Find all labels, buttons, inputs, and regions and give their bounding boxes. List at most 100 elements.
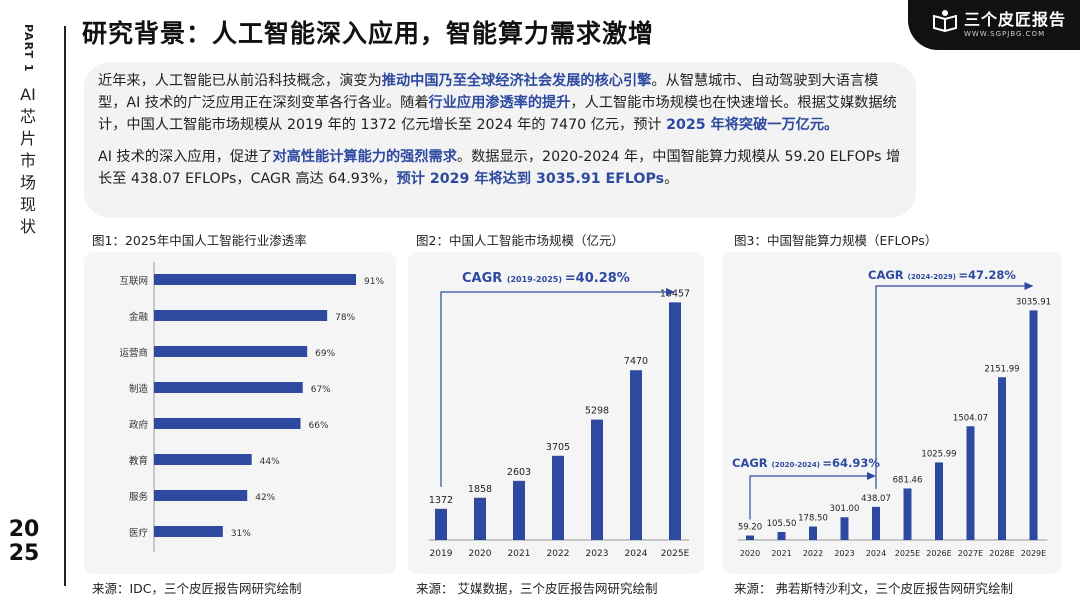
intro-highlight: 预计 2029 年将达到 3035.91 EFLOPs: [396, 171, 665, 187]
chart2-bar: [513, 480, 525, 540]
intro-paragraph-2: AI 技术的深入应用，促进了对高性能计算能力的强烈需求。数据显示，2020-20…: [98, 146, 902, 190]
chart2-tick-label: 2019: [430, 549, 453, 559]
chart3-value-label: 3035.91: [1016, 297, 1051, 307]
chart2-tick-label: 2025E: [661, 549, 690, 559]
chart1-value-label: 78%: [335, 313, 355, 323]
intro-highlight: 推动中国乃至全球经济社会发展的核心引擎: [381, 73, 652, 89]
chart2-tick-label: 2021: [508, 549, 531, 559]
brand-logo[interactable]: 三个皮匠报告 WWW.SGPJBG.COM: [908, 0, 1080, 50]
chart2-heading: 图2：中国人工智能市场规模（亿元）: [416, 233, 624, 248]
chart3-value-label: 178.50: [798, 514, 828, 524]
chart1-category-label: 教育: [129, 455, 148, 467]
chart2-cagr-connector: [440, 291, 671, 487]
chart3-cagr-label-1: CAGR (2024-2029) =47.28%: [868, 268, 1016, 282]
intro-highlight: 2025 年将突破一万亿元。: [666, 117, 839, 133]
chart1-bar: [154, 346, 308, 357]
chart3-tick-label: 2027E: [958, 549, 983, 558]
chart2-cagr-label: CAGR (2019-2025) =40.28%: [462, 271, 630, 286]
intro-text: 近年来，人工智能已从前沿科技概念，演变为: [98, 73, 382, 89]
chart2-panel: 1372 2019 1858 2020 2603 2021 3705 2022 5298 2023…: [408, 252, 704, 574]
chart3-bar: [1029, 310, 1038, 540]
chart1-value-label: 44%: [260, 457, 280, 467]
chart3-tick-label: 2029E: [1021, 549, 1046, 558]
chart3-value-label: 681.46: [893, 475, 923, 485]
chart1-category-label: 金融: [129, 311, 149, 323]
chart2-cagr-arrow-icon: [666, 288, 675, 296]
chart1-category-label: 服务: [129, 491, 149, 503]
chart1-value-label: 31%: [231, 529, 251, 539]
chart3-cagr-label-2: CAGR (2020-2024) =64.93%: [732, 456, 880, 470]
chart2-tick-label: 2020: [469, 549, 492, 559]
chart1-heading: 图1：2025年中国人工智能行业渗透率: [92, 233, 307, 248]
chart1-value-label: 66%: [309, 421, 329, 431]
year-label: 2025: [8, 517, 40, 566]
chart3-tick-label: 2022: [803, 549, 823, 558]
chart1-bar: [154, 274, 357, 285]
chart3-bar: [935, 462, 943, 540]
chart3-value-label: 105.50: [767, 519, 797, 529]
intro-text: AI 技术的深入应用，促进了: [98, 149, 273, 165]
intro-text: 。: [664, 171, 679, 187]
chart2-tick-label: 2023: [586, 549, 609, 559]
chart3-heading: 图3：中国智能算力规模（EFLOPs）: [734, 233, 938, 248]
chart3-bar: [903, 488, 912, 540]
chart1-category-label: 政府: [129, 419, 149, 431]
chart1-category-label: 互联网: [119, 276, 148, 287]
chart2-bar: [552, 455, 564, 540]
chart2-value-label: 1372: [429, 495, 453, 506]
page-title: 研究背景：人工智能深入应用，智能算力需求激增: [82, 19, 655, 48]
chart1-source: 来源：IDC，三个皮匠报告网研究绘制: [92, 581, 302, 596]
logo-text: 三个皮匠报告: [964, 10, 1067, 29]
chart1-value-label: 42%: [255, 493, 275, 503]
chart1-category-label: 制造: [129, 383, 149, 395]
chart1-bar: [154, 454, 252, 465]
chart3-svg: 59.20 2020 105.50 2021 178.50 2022 301.00 2023 4…: [732, 268, 1051, 558]
book-icon: [933, 10, 957, 33]
intro-highlight: 对高性能计算能力的强烈需求: [272, 149, 457, 165]
chart3-panel: 59.20 2020 105.50 2021 178.50 2022 301.00 2023 4…: [722, 252, 1062, 574]
chart1-bar: [154, 418, 301, 429]
chart3-bar: [998, 377, 1006, 540]
chart3-tick-label: 2025E: [895, 549, 920, 558]
chart3-value-label: 301.00: [830, 504, 860, 514]
side-bar: PART 1 AI芯片市场现状 2025: [0, 0, 60, 607]
chart2-value-label: 7470: [624, 356, 648, 367]
chart3-bar: [872, 506, 880, 540]
chart1-value-label: 91%: [364, 277, 384, 287]
chart2-tick-label: 2022: [547, 549, 570, 559]
chart2-bar: [630, 370, 642, 540]
chart1-bar: [154, 310, 328, 321]
chart1-value-label: 69%: [315, 349, 335, 359]
chart2-bar: [591, 419, 603, 540]
chart1-bar: [154, 490, 248, 501]
intro-text: ，人工智能市场规模也在快速增长。根据艾媒数据统计，中国人工智能市场规模从 201…: [98, 95, 897, 133]
chart3-cagr-connector-2: [749, 475, 872, 520]
chart2-value-label: 2603: [507, 467, 531, 478]
chart3-bar: [966, 426, 975, 540]
chart3-bar: [777, 532, 786, 540]
section-title-vertical: AI芯片市场现状: [19, 85, 36, 236]
chart3-tick-label: 2020: [740, 549, 760, 558]
chart3-value-label: 59.20: [738, 523, 762, 533]
chart3-source: 来源： 弗若斯特沙利文，三个皮匠报告网研究绘制: [734, 581, 1013, 596]
chart2-source: 来源： 艾媒数据，三个皮匠报告网研究绘制: [416, 581, 658, 596]
chart3-value-label: 1025.99: [921, 449, 956, 459]
chart3-tick-label: 2028E: [989, 549, 1014, 558]
chart1-category-label: 医疗: [129, 527, 149, 539]
chart3-tick-label: 2023: [834, 549, 854, 558]
chart3-tick-label: 2024: [866, 549, 886, 558]
chart2-tick-label: 2024: [625, 549, 648, 559]
intro-highlight: 行业应用渗透率的提升: [428, 95, 571, 111]
chart3-cagr-connector-1: [875, 285, 1030, 489]
chart1-bar: [154, 526, 223, 537]
chart3-value-label: 438.07: [861, 494, 891, 504]
chart1-bar: [154, 382, 303, 393]
chart2-bar: [474, 497, 486, 540]
chart3-cagr-arrow-icon-2: [867, 472, 876, 480]
intro-paragraph-1: 近年来，人工智能已从前沿科技概念，演变为推动中国乃至全球经济社会发展的核心引擎。…: [98, 70, 902, 136]
chart2-value-label: 1858: [468, 484, 492, 495]
intro-box: 近年来，人工智能已从前沿科技概念，演变为推动中国乃至全球经济社会发展的核心引擎。…: [84, 62, 916, 218]
divider-line: [64, 26, 66, 586]
intro-text: 。数据显示，2020-2024 年，中国智能算力规模从 59.20 ELFOPs…: [98, 149, 901, 187]
chart1-panel: 互联网 91% 金融 78% 运营商 69% 制造 67% 政府 66% 教育 44% 服务 42% 医疗 3…: [84, 252, 396, 574]
